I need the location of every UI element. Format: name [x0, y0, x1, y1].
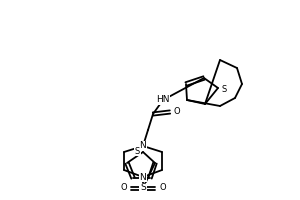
- Text: O: O: [159, 184, 166, 192]
- Text: O: O: [174, 108, 181, 116]
- Text: HN: HN: [156, 96, 170, 104]
- Text: S: S: [135, 146, 140, 156]
- Text: N: N: [140, 172, 146, 182]
- Text: S: S: [222, 84, 227, 94]
- Text: N: N: [140, 142, 146, 150]
- Text: S: S: [140, 184, 146, 192]
- Text: O: O: [120, 184, 127, 192]
